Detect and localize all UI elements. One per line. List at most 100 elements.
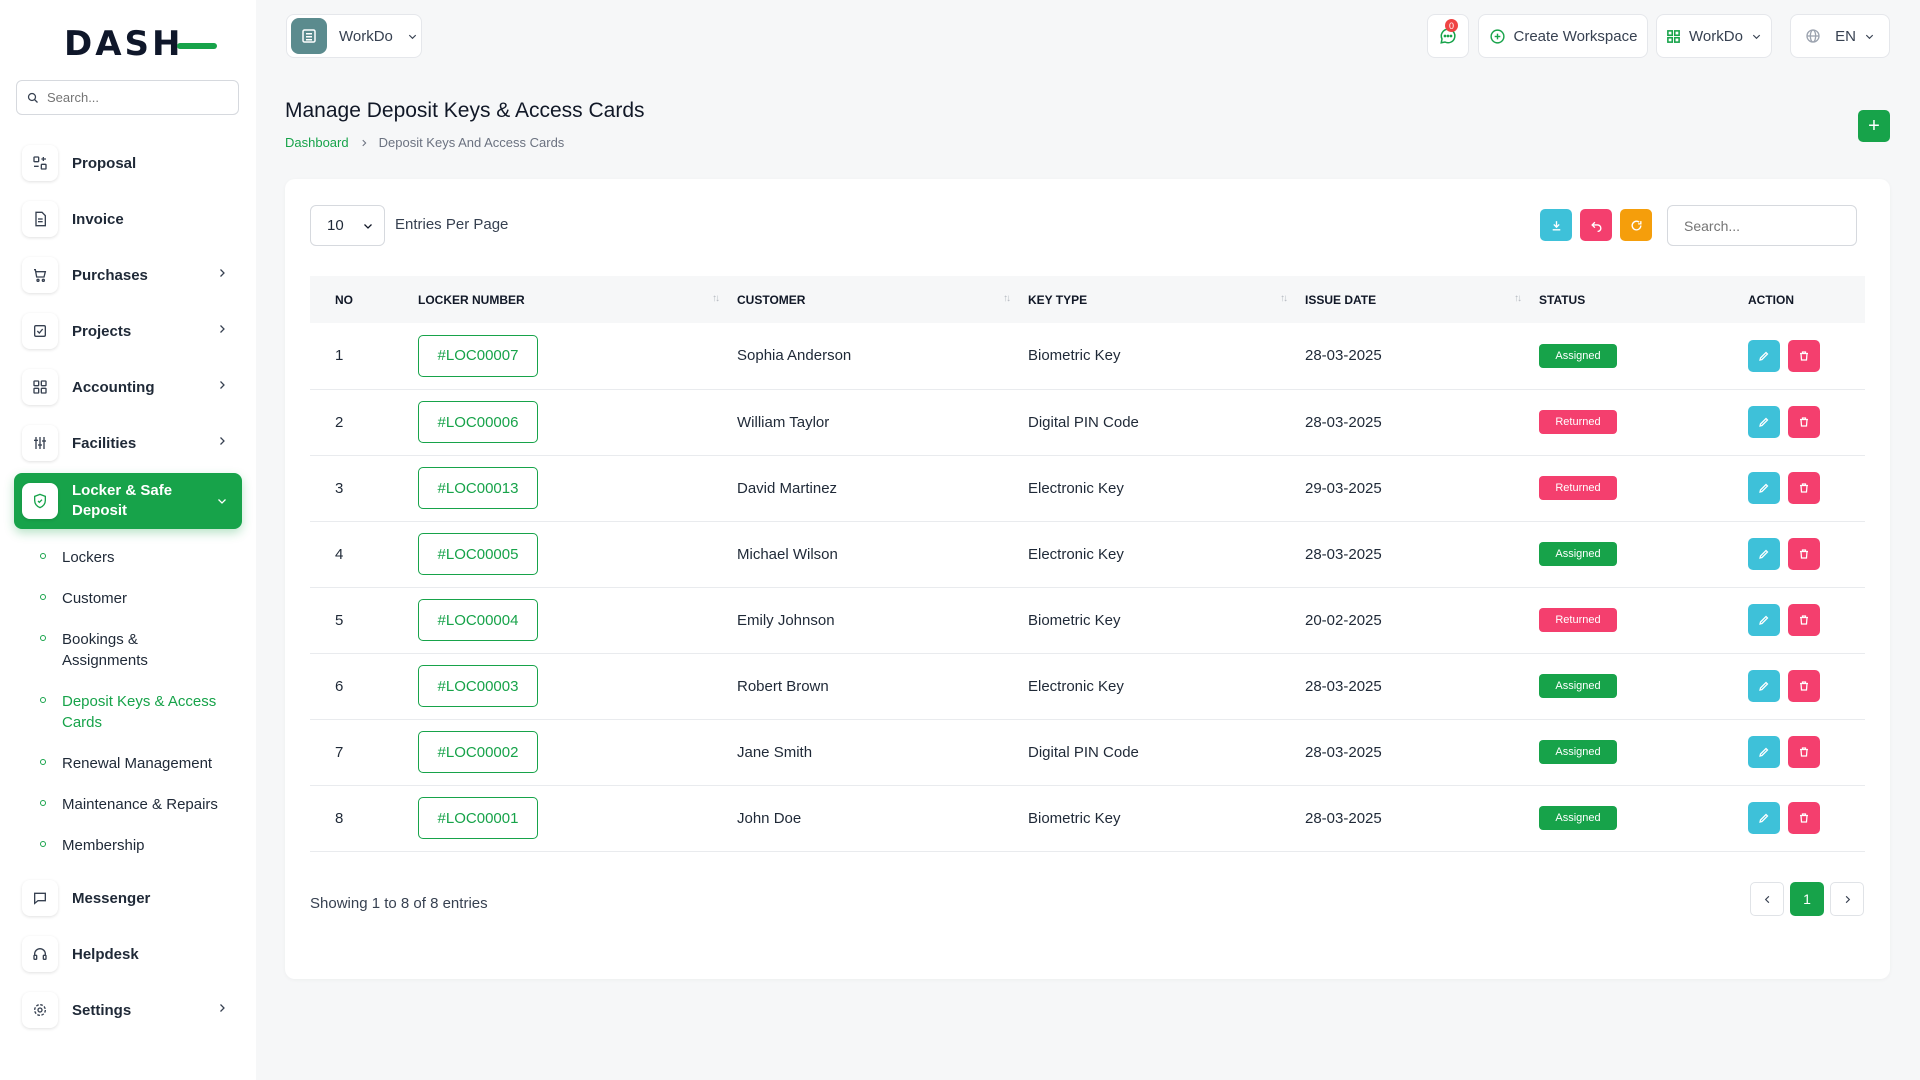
checklist-icon xyxy=(22,313,58,349)
locker-number-link[interactable]: #LOC00013 xyxy=(418,467,538,509)
table-search[interactable] xyxy=(1667,205,1857,246)
edit-button[interactable] xyxy=(1748,736,1780,768)
sidebar-item-messenger[interactable]: Messenger xyxy=(14,872,242,924)
status-badge: Assigned xyxy=(1539,806,1617,830)
cell-customer: Jane Smith xyxy=(737,743,813,761)
sidebar-item-accounting[interactable]: Accounting xyxy=(14,361,242,413)
language-selector[interactable]: EN xyxy=(1790,14,1890,58)
chevron-down-icon xyxy=(218,499,226,504)
status-badge: Assigned xyxy=(1539,343,1617,368)
table-row: 6 #LOC00003 Robert Brown Electronic Key 28-0… xyxy=(310,653,1865,719)
showing-entries-text: Showing 1 to 8 of 8 entries xyxy=(310,895,488,912)
sidebar-item-projects[interactable]: Projects xyxy=(14,305,242,357)
table-row: 1 #LOC00007 Sophia Anderson Biometric Key 28… xyxy=(310,323,1865,389)
delete-button[interactable] xyxy=(1788,339,1820,372)
table-search-input[interactable] xyxy=(1684,217,1844,234)
cell-locker-number: #LOC00007 xyxy=(418,323,728,389)
submenu-item-bookings[interactable]: Bookings & Assignments xyxy=(32,619,242,681)
delete-button[interactable] xyxy=(1788,802,1820,834)
column-header-locker-number[interactable]: LOCKER NUMBER ↑↓ xyxy=(418,292,720,307)
edit-button[interactable] xyxy=(1748,538,1780,570)
bullet-icon xyxy=(40,697,46,703)
edit-button[interactable] xyxy=(1748,604,1780,636)
refresh-button[interactable] xyxy=(1620,209,1652,241)
edit-button[interactable] xyxy=(1748,802,1780,834)
export-button[interactable] xyxy=(1540,209,1572,241)
sidebar-item-purchases[interactable]: Purchases xyxy=(14,249,242,301)
cell-locker-number: #LOC00006 xyxy=(418,389,728,455)
workspace-icon xyxy=(291,18,327,54)
submenu-item-lockers[interactable]: Lockers xyxy=(32,537,242,578)
delete-button[interactable] xyxy=(1788,604,1820,636)
locker-number-link[interactable]: #LOC00003 xyxy=(418,665,538,707)
table-card: 10 Entries Per Page NO LOCKER NUMBER↑↓ C… xyxy=(285,179,1890,979)
workspace-switcher[interactable]: WorkDo xyxy=(286,14,422,58)
trash-icon xyxy=(1800,483,1808,493)
sliders-icon xyxy=(22,425,58,461)
delete-button[interactable] xyxy=(1788,670,1820,702)
delete-button[interactable] xyxy=(1788,406,1820,438)
table-header-row: NO LOCKER NUMBER ↑↓ CUSTOMER ↑↓ KEY TYPE ↑↓… xyxy=(310,276,1865,323)
app-logo[interactable]: DASH xyxy=(64,24,218,64)
edit-button[interactable] xyxy=(1748,670,1780,702)
sidebar-item-helpdesk[interactable]: Helpdesk xyxy=(14,928,242,980)
column-header-key-type[interactable]: KEY TYPE ↑↓ xyxy=(1028,292,1288,307)
submenu-item-deposit-keys[interactable]: Deposit Keys & Access Cards xyxy=(32,681,242,743)
column-header-issue-date[interactable]: ISSUE DATE ↑↓ xyxy=(1305,292,1522,307)
status-badge: Assigned xyxy=(1539,542,1617,566)
breadcrumb-dashboard-link[interactable]: Dashboard xyxy=(285,135,349,150)
table-row: 4 #LOC00005 Michael Wilson Electronic Key 28… xyxy=(310,521,1865,587)
cell-issue-date: 28-03-2025 xyxy=(1305,743,1382,761)
globe-icon xyxy=(1806,29,1820,43)
sidebar-item-settings[interactable]: Settings xyxy=(14,984,242,1036)
plus-circle-icon xyxy=(1489,28,1505,44)
locker-number-link[interactable]: #LOC00005 xyxy=(418,533,538,575)
submenu-item-maintenance[interactable]: Maintenance & Repairs xyxy=(32,784,242,825)
cell-action xyxy=(1737,719,1865,785)
cell-no: 7 xyxy=(335,743,344,761)
pagination-page-1[interactable]: 1 xyxy=(1790,882,1824,916)
sidebar-search[interactable] xyxy=(16,80,239,115)
delete-button[interactable] xyxy=(1788,736,1820,768)
edit-button[interactable] xyxy=(1748,339,1780,372)
add-button[interactable]: + xyxy=(1858,110,1890,142)
locker-number-link[interactable]: #LOC00004 xyxy=(418,599,538,641)
submenu-item-membership[interactable]: Membership xyxy=(32,825,242,866)
sidebar-item-proposal[interactable]: Proposal xyxy=(14,137,242,189)
create-workspace-button[interactable]: Create Workspace xyxy=(1478,14,1648,58)
delete-button[interactable] xyxy=(1788,472,1820,504)
pencil-icon xyxy=(1759,483,1769,493)
sidebar-item-invoice[interactable]: Invoice xyxy=(14,193,242,245)
sidebar-search-input[interactable] xyxy=(47,90,227,105)
workspace-menu-label: WorkDo xyxy=(1689,27,1743,45)
cell-customer: Emily Johnson xyxy=(737,611,835,629)
entries-per-page-select[interactable]: 10 xyxy=(310,205,385,246)
delete-button[interactable] xyxy=(1788,538,1820,570)
submenu-item-customer[interactable]: Customer xyxy=(32,578,242,619)
sidebar-item-locker-safe-deposit[interactable]: Locker & Safe Deposit xyxy=(14,473,242,529)
edit-button[interactable] xyxy=(1748,406,1780,438)
sidebar-item-facilities[interactable]: Facilities xyxy=(14,417,242,469)
cell-issue-date: 28-03-2025 xyxy=(1305,413,1382,431)
locker-number-link[interactable]: #LOC00001 xyxy=(418,797,538,839)
cell-key-type: Biometric Key xyxy=(1028,809,1121,827)
locker-number-link[interactable]: #LOC00007 xyxy=(418,334,538,377)
column-header-no: NO xyxy=(335,292,353,307)
pagination-next-button[interactable] xyxy=(1830,882,1864,916)
sidebar-submenu: Lockers Customer Bookings & Assignments … xyxy=(32,537,242,866)
submenu-item-renewal[interactable]: Renewal Management xyxy=(32,743,242,784)
cell-customer: William Taylor xyxy=(737,413,830,431)
column-header-action: ACTION xyxy=(1748,292,1794,307)
undo-button[interactable] xyxy=(1580,209,1612,241)
locker-number-link[interactable]: #LOC00006 xyxy=(418,401,538,443)
pagination-prev-button[interactable] xyxy=(1750,882,1784,916)
cell-issue-date: 28-03-2025 xyxy=(1305,347,1382,365)
pencil-icon xyxy=(1759,549,1769,559)
edit-button[interactable] xyxy=(1748,472,1780,504)
download-icon xyxy=(1552,220,1560,231)
workspace-menu-button[interactable]: WorkDo xyxy=(1656,14,1772,58)
messages-button[interactable]: 0 xyxy=(1427,14,1469,58)
breadcrumb: Dashboard Deposit Keys And Access Cards xyxy=(285,135,564,150)
locker-number-link[interactable]: #LOC00002 xyxy=(418,731,538,773)
column-header-customer[interactable]: CUSTOMER ↑↓ xyxy=(737,292,1011,307)
